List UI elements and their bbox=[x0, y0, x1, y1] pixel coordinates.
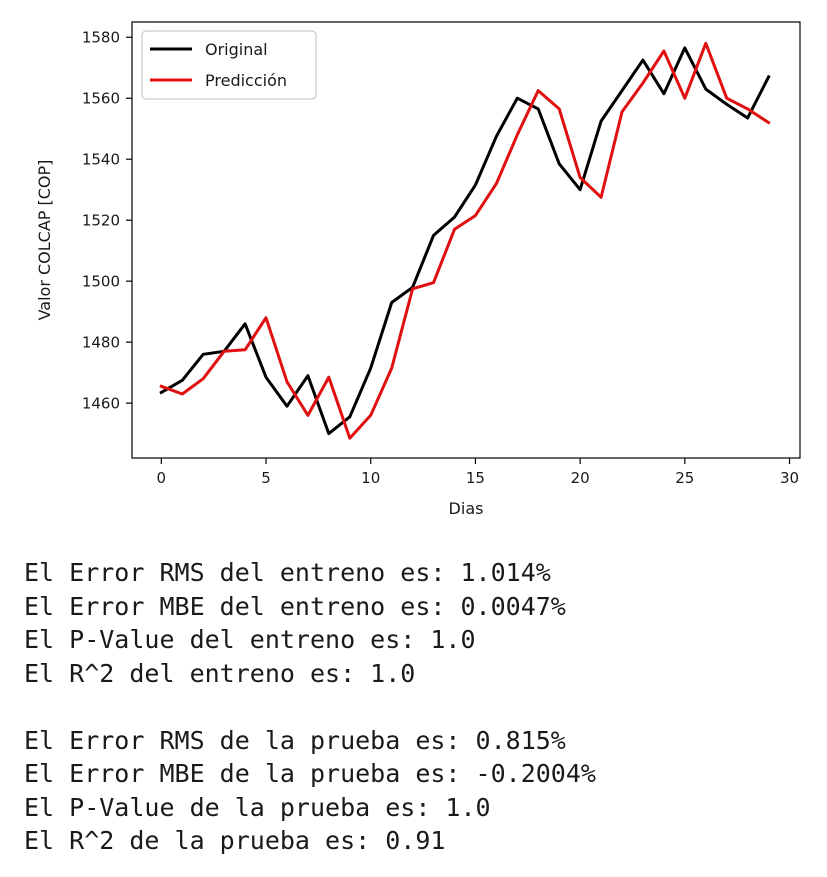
metric-line: El Error MBE de la prueba es: -0.2004% bbox=[24, 759, 596, 788]
x-axis: 0 5 10 15 20 25 30 bbox=[157, 458, 799, 487]
x-tick-label: 25 bbox=[675, 469, 694, 487]
y-axis-label: Valor COLCAP [COP] bbox=[35, 160, 54, 321]
x-tick-label: 20 bbox=[571, 469, 590, 487]
metric-line: El P-Value del entreno es: 1.0 bbox=[24, 625, 476, 654]
y-tick-label: 1580 bbox=[82, 29, 120, 47]
x-tick-label: 0 bbox=[157, 469, 167, 487]
metrics-output: El Error RMS del entreno es: 1.014% El Er… bbox=[24, 556, 596, 858]
x-tick-label: 10 bbox=[361, 469, 380, 487]
y-tick-label: 1500 bbox=[82, 273, 120, 291]
y-tick-label: 1560 bbox=[82, 90, 120, 108]
series-line-1 bbox=[159, 41, 771, 440]
y-tick-label: 1520 bbox=[82, 212, 120, 230]
metric-line bbox=[24, 690, 596, 724]
line-chart: 0 5 10 15 20 25 30 146014801500152015401560158… bbox=[35, 21, 801, 518]
series-layer bbox=[159, 41, 771, 440]
series-line-0 bbox=[159, 46, 771, 436]
y-tick-label: 1540 bbox=[82, 151, 120, 169]
legend-label: Predicción bbox=[205, 71, 287, 90]
metric-line: El R^2 del entreno es: 1.0 bbox=[24, 658, 416, 688]
plot-area-frame bbox=[131, 21, 801, 459]
x-tick-label: 15 bbox=[466, 469, 485, 487]
legend: Original Predicción bbox=[141, 30, 317, 100]
y-tick-label: 1460 bbox=[82, 395, 120, 413]
metric-line: El Error RMS del entreno es: 1.014% bbox=[24, 558, 551, 587]
metric-line: El Error RMS de la prueba es: 0.815% bbox=[24, 725, 566, 755]
metric-line: El P-Value de la prueba es: 1.0 bbox=[24, 792, 491, 822]
metric-line: El R^2 de la prueba es: 0.91 bbox=[24, 826, 446, 855]
y-axis: 1460 1480 1500 1520 1540 1560 1580 bbox=[82, 29, 132, 413]
x-tick-label: 30 bbox=[780, 469, 799, 487]
x-axis-label: Dias bbox=[449, 499, 484, 518]
metric-line: El Error MBE del entreno es: 0.0047% bbox=[24, 591, 566, 621]
y-tick-label: 1480 bbox=[82, 334, 120, 352]
x-tick-label: 5 bbox=[261, 469, 271, 487]
legend-label: Original bbox=[205, 40, 268, 59]
